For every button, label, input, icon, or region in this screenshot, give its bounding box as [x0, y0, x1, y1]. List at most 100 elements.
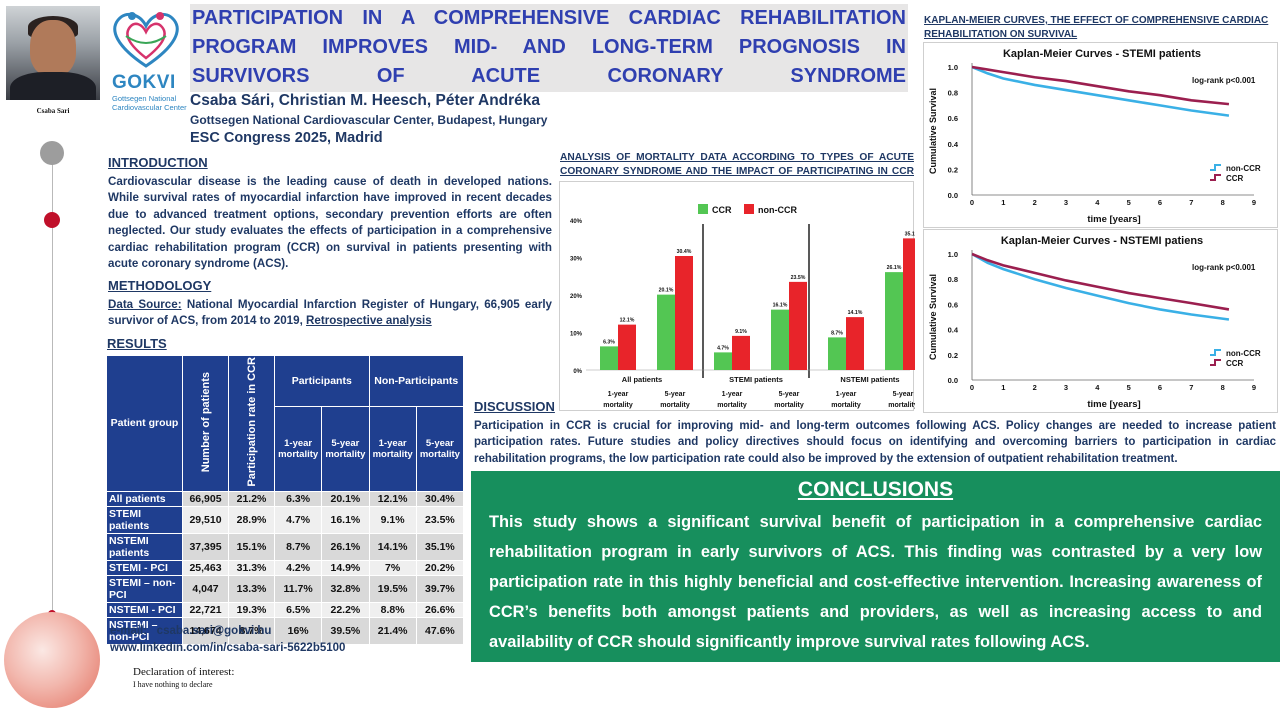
x-tick-label: 0	[970, 198, 974, 207]
row-group-label: NSTEMI - PCI	[106, 601, 183, 618]
data-label-non-ccr: 14.1%	[848, 310, 863, 316]
km-annotation: log-rank p<0.001	[1192, 76, 1256, 85]
subcategory-label: 5-year	[665, 391, 686, 398]
km-curve-ccr	[971, 252, 1230, 311]
x-tick-label: 7	[1189, 383, 1193, 392]
legend-swatch-ccr	[1210, 174, 1221, 181]
y-tick-label: 0.6	[948, 114, 958, 123]
x-tick-label: 3	[1064, 198, 1068, 207]
row-group-label: All patients	[106, 490, 183, 507]
table-cell: 11.7%	[273, 574, 323, 603]
table-cell: 16.1%	[321, 505, 370, 534]
table-cell: 15.1%	[228, 532, 275, 561]
contact-block: e-mail: csaba.sari@gokvi.hu www.linkedin…	[110, 623, 345, 657]
bar-non-ccr	[618, 324, 636, 370]
subcategory-label: mortality	[660, 402, 690, 409]
discussion-heading: DISCUSSION	[474, 399, 555, 414]
y-tick-label: 0.4	[948, 326, 959, 335]
table-cell: 37,395	[182, 532, 229, 561]
x-tick-label: 7	[1189, 198, 1193, 207]
row-group-label: STEMI – non-PCI	[106, 574, 183, 603]
col-header-5y: 5-year mortality	[415, 405, 465, 492]
results-heading: RESULTS	[107, 336, 167, 351]
y-tick-label: 30%	[570, 257, 583, 263]
y-tick-label: 20%	[570, 294, 583, 300]
y-tick-label: 0.8	[948, 275, 958, 284]
col-header-rate: Participation rate in CCR	[228, 355, 275, 492]
conclusions-box: CONCLUSIONS This study shows a significa…	[471, 471, 1280, 662]
data-label-ccr: 4.7%	[717, 345, 729, 351]
legend-label-ccr: CCR	[1226, 174, 1244, 183]
logo-subtitle: Gottsegen National Cardiovascular Center	[112, 94, 187, 112]
table-row: STEMI – non-PCI 4,047 13.3% 11.7% 32.8% 19.5%…	[106, 574, 465, 603]
km-annotation: log-rank p<0.001	[1192, 263, 1256, 272]
table-cell: 4.2%	[273, 559, 323, 576]
y-tick-label: 0.6	[948, 300, 958, 309]
table-cell: 16%	[273, 616, 323, 645]
col-header-non-participants: Non-Participants	[368, 355, 464, 407]
conclusions-heading: CONCLUSIONS	[797, 478, 954, 501]
bar-non-ccr	[846, 317, 864, 370]
x-tick-label: 1	[1001, 383, 1005, 392]
x-tick-label: 3	[1064, 383, 1068, 392]
gokvi-logo: GOKVI Gottsegen National Cardiovascular …	[106, 6, 187, 136]
email-link[interactable]: csaba.sari@gokvi.hu	[156, 625, 272, 637]
subcategory-label: 5-year	[893, 391, 914, 398]
col-header-1y: 1-year mortality	[368, 405, 417, 492]
subcategory-label: mortality	[603, 402, 633, 409]
km-nstemi-chart: Kaplan-Meier Curves - NSTEMI patiens 0.0 0…	[928, 235, 1261, 410]
poster-title: PARTICIPATION IN A COMPREHENSIVE CARDIAC…	[190, 4, 908, 92]
y-tick-label: 0%	[573, 369, 582, 375]
bar-ccr	[714, 352, 732, 370]
decorative-dot-red	[44, 212, 60, 228]
bar-ccr	[828, 337, 846, 370]
bar-non-ccr	[732, 335, 750, 370]
table-cell: 21.4%	[368, 616, 417, 645]
table-cell: 31.3%	[228, 559, 275, 576]
subcategory-label: mortality	[774, 402, 804, 409]
data-label-non-ccr: 30.4%	[677, 249, 692, 255]
col-header-5y: 5-year mortality	[321, 405, 370, 492]
row-group-label: NSTEMI – non-PCI	[106, 616, 183, 645]
bar-non-ccr	[675, 256, 693, 370]
legend-swatch-non-ccr	[1210, 164, 1221, 171]
table-cell: 25,463	[182, 559, 229, 576]
declaration-title: Declaration of interest:	[133, 666, 235, 678]
authors: Csaba Sári, Christian M. Heesch, Péter A…	[190, 92, 541, 109]
table-cell: 47.6%	[415, 616, 465, 645]
table-cell: 28.9%	[228, 505, 275, 534]
subcategory-label: 1-year	[722, 391, 743, 398]
subcategory-label: 1-year	[836, 391, 857, 398]
linkedin-link[interactable]: www.linkedin.com/in/csaba-sari-5622b5100	[110, 642, 346, 654]
data-source-label: Data Source:	[108, 298, 182, 311]
table-cell: 12.1%	[368, 490, 417, 507]
table-cell: 6.3%	[273, 490, 323, 507]
y-tick-label: 0.0	[948, 191, 958, 200]
table-cell: 19.5%	[368, 574, 417, 603]
km-title: Kaplan-Meier Curves - STEMI patients	[1003, 48, 1201, 60]
y-tick-label: 10%	[570, 332, 583, 338]
discussion-text: Participation in CCR is crucial for impr…	[474, 420, 1276, 465]
legend-swatch-ccr	[698, 204, 708, 214]
table-cell: 66,905	[182, 490, 229, 507]
x-tick-label: 5	[1127, 383, 1131, 392]
legend-label-non-ccr: non-CCR	[1226, 349, 1261, 358]
data-label-ccr: 20.1%	[659, 288, 674, 294]
analysis-type: Retrospective analysis	[306, 314, 432, 328]
affiliation: Gottsegen National Cardiovascular Center…	[190, 113, 548, 127]
table-row: NSTEMI - PCI 22,721 19.3% 6.5% 22.2% 8.8% 26.6…	[106, 601, 465, 618]
decorative-dot-gray	[40, 141, 64, 165]
table-cell: 8.7%	[273, 532, 323, 561]
table-cell: 20.2%	[415, 559, 465, 576]
table-cell: 14,674	[182, 616, 229, 645]
y-tick-label: 0.0	[948, 376, 958, 385]
table-cell: 22,721	[182, 601, 229, 618]
km-stemi-chart: Kaplan-Meier Curves - STEMI patients 0.0 0…	[928, 48, 1261, 225]
y-axis-label: Cumulative Survival	[928, 88, 938, 174]
x-tick-label: 9	[1252, 383, 1256, 392]
row-group-label: STEMI patients	[106, 505, 183, 534]
x-tick-label: 8	[1221, 383, 1225, 392]
data-label-non-ccr: 9.1%	[735, 329, 747, 335]
table-cell: 9.1%	[368, 505, 417, 534]
group-label: NSTEMI patients	[840, 375, 899, 384]
